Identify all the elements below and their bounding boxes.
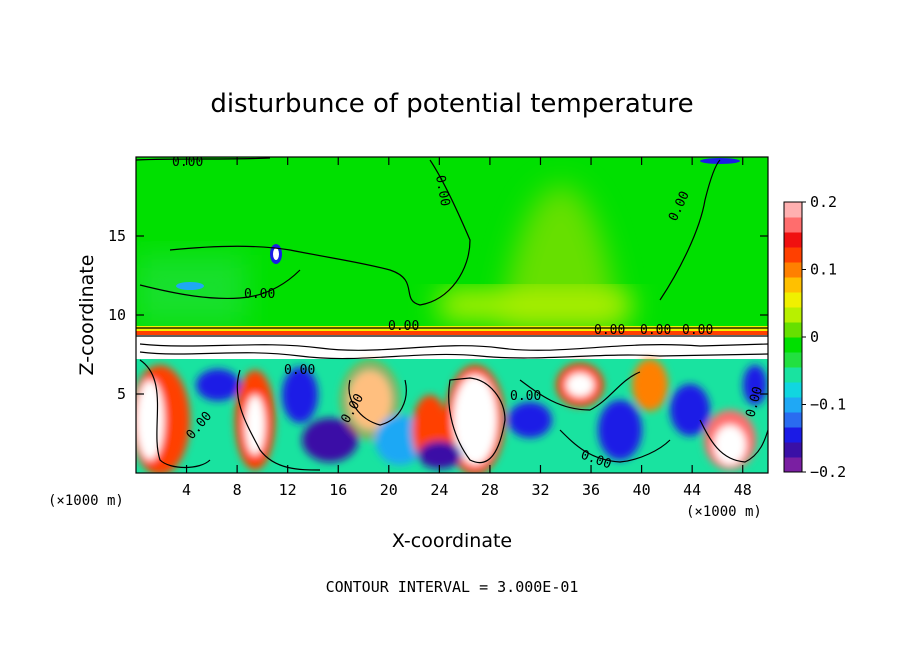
colorbar-segment xyxy=(784,442,802,458)
colorbar-segment xyxy=(784,247,802,263)
contour-line xyxy=(348,379,407,426)
colorbar-segment xyxy=(784,307,802,323)
contour-label: 0.00 xyxy=(388,319,419,334)
contour-line xyxy=(559,429,671,463)
colorbar-tick-label: 0.2 xyxy=(810,193,837,211)
lower-blob xyxy=(743,365,767,405)
x-axis-label: X-coordinate xyxy=(392,530,512,552)
x-tick-label: 40 xyxy=(633,481,651,499)
x-tick-label: 16 xyxy=(329,481,347,499)
contour-label: 0.00 xyxy=(172,155,203,170)
colorbar-segment xyxy=(784,232,802,248)
colorbar-segment xyxy=(784,337,802,353)
upper-warm-band xyxy=(440,290,630,320)
contour-line xyxy=(519,371,641,411)
upper-blob xyxy=(273,248,279,260)
transition-layer xyxy=(136,326,768,332)
colorbar-tick-label: 0 xyxy=(810,328,819,346)
lower-blob xyxy=(670,384,710,436)
x-tick-label: 4 xyxy=(182,481,191,499)
contour-line xyxy=(659,159,721,301)
upper-blob xyxy=(176,282,204,290)
contour-line xyxy=(448,377,506,464)
colorbar: 0.2 0.1 0 −0.1 −0.2 xyxy=(783,193,846,481)
lower-blob xyxy=(632,359,668,411)
colorbar-segment xyxy=(784,292,802,308)
colorbar-segment xyxy=(784,352,802,368)
chart-title: disturbunce of potential temperature xyxy=(210,89,693,119)
upper-blob xyxy=(700,158,740,164)
colorbar-segment xyxy=(784,367,802,383)
contour-label: 0.00 xyxy=(594,323,625,338)
colorbar-tick-label: 0.1 xyxy=(810,261,837,279)
x-tick-label: 24 xyxy=(430,481,448,499)
colorbar-tick-label: −0.2 xyxy=(810,463,846,481)
contour-line xyxy=(139,359,211,469)
contour-line xyxy=(236,369,321,471)
contour-line xyxy=(139,351,768,360)
contour-label: 0.00 xyxy=(244,287,275,302)
x-tick-label: 8 xyxy=(233,481,242,499)
x-tick-label: 36 xyxy=(582,481,600,499)
heatmap-field: 0.00 0.00 0.00 0.00 0.00 0.00 0.00 0.00 … xyxy=(136,155,768,473)
upper-left-tint xyxy=(136,255,246,325)
y-axis-label: Z-coordinate xyxy=(76,255,98,376)
contour-line xyxy=(169,159,471,306)
y-tick-label: 5 xyxy=(117,385,126,403)
colorbar-segment xyxy=(784,202,802,218)
lower-blob xyxy=(566,373,594,397)
x-tick-label: 32 xyxy=(531,481,549,499)
contour-label: 0.00 xyxy=(682,323,713,338)
colorbar-segment xyxy=(784,382,802,398)
contour-label: 0.00 xyxy=(510,389,541,404)
contour-line xyxy=(139,269,301,300)
contour-line xyxy=(699,419,768,463)
lower-blob xyxy=(196,369,240,401)
lower-blob xyxy=(245,395,265,455)
contour-line xyxy=(136,157,271,161)
lower-blob xyxy=(302,418,358,462)
lower-blob xyxy=(453,375,497,465)
contour-interval-note: CONTOUR INTERVAL = 3.000E-01 xyxy=(326,578,579,596)
x-unit-right: (×1000 m) xyxy=(686,504,762,520)
y-tick-label: 10 xyxy=(108,306,126,324)
lower-blob xyxy=(598,400,642,460)
x-tick-label: 12 xyxy=(279,481,297,499)
lower-blob xyxy=(136,380,164,460)
transition-layer xyxy=(136,331,768,335)
x-tick-label: 48 xyxy=(734,481,752,499)
y-tick-label: 15 xyxy=(108,227,126,245)
x-unit-left: (×1000 m) xyxy=(48,493,124,509)
colorbar-segment xyxy=(784,217,802,233)
colorbar-segment xyxy=(784,412,802,428)
colorbar-segment xyxy=(784,397,802,413)
x-tick-label: 20 xyxy=(380,481,398,499)
colorbar-segment xyxy=(784,427,802,443)
colorbar-segment xyxy=(784,277,802,293)
lower-blob xyxy=(282,367,318,423)
lower-blob xyxy=(418,441,462,469)
colorbar-segment xyxy=(784,322,802,338)
lower-blob xyxy=(714,425,746,465)
x-tick-label: 28 xyxy=(481,481,499,499)
lower-blob xyxy=(508,402,552,438)
colorbar-segment xyxy=(784,262,802,278)
contour-label: 0.00 xyxy=(640,323,671,338)
x-axis: 4 8 12 16 20 24 28 32 36 40 44 48 xyxy=(182,157,752,499)
colorbar-segment xyxy=(784,457,802,473)
contour-label: 0.00 xyxy=(284,363,315,378)
colorbar-tick-label: −0.1 xyxy=(810,396,846,414)
x-tick-label: 44 xyxy=(683,481,701,499)
y-axis: 5 10 15 xyxy=(108,227,768,403)
contour-label: 0.00 xyxy=(432,174,452,207)
contour-line xyxy=(139,343,768,351)
contour-lines xyxy=(136,157,768,471)
